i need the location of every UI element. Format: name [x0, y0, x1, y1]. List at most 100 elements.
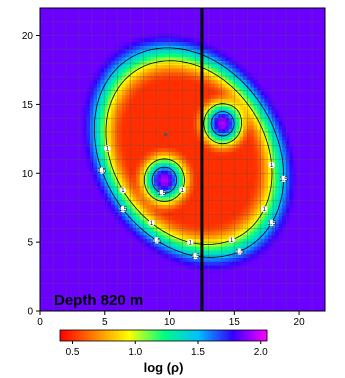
heatmap-cell [132, 242, 137, 248]
heatmap-cell [61, 140, 66, 145]
heatmap-cell [289, 132, 294, 138]
heatmap-cell [225, 19, 230, 24]
heatmap-cell [47, 159, 52, 164]
heatmap-cell [161, 30, 166, 35]
heatmap-cell [250, 159, 255, 164]
heatmap-cell [139, 235, 144, 240]
heatmap-cell [218, 204, 223, 210]
heatmap-cell [72, 68, 77, 73]
heatmap-cell [47, 186, 52, 191]
heatmap-cell [303, 125, 308, 130]
heatmap-cell [161, 49, 166, 54]
heatmap-cell [86, 98, 91, 104]
heatmap-cell [104, 242, 109, 248]
heatmap-cell [250, 117, 255, 123]
heatmap-cell [189, 53, 194, 58]
heatmap-cell [146, 163, 151, 168]
heatmap-cell [307, 42, 312, 47]
heatmap-cell [203, 8, 208, 13]
heatmap-cell [207, 76, 212, 81]
heatmap-cell [218, 148, 223, 153]
heatmap-cell [118, 30, 123, 35]
heatmap-cell [196, 114, 201, 119]
heatmap-cell [221, 34, 226, 39]
heatmap-cell [189, 98, 194, 104]
heatmap-cell [193, 26, 198, 32]
heatmap-cell [168, 15, 173, 20]
heatmap-cell [111, 87, 116, 92]
heatmap-cell [157, 223, 162, 229]
heatmap-cell [161, 182, 166, 187]
heatmap-cell [225, 178, 230, 183]
heatmap-cell [50, 239, 55, 244]
heatmap-cell [154, 76, 158, 81]
heatmap-cell [86, 91, 91, 96]
heatmap-cell [125, 76, 130, 81]
heatmap-cell [97, 129, 101, 134]
heatmap-cell [196, 64, 201, 69]
heatmap-cell [268, 30, 272, 35]
heatmap-cell [54, 42, 59, 47]
heatmap-cell [82, 227, 87, 232]
heatmap-cell [253, 189, 258, 194]
heatmap-cell [303, 102, 308, 107]
heatmap-cell [257, 148, 262, 153]
heatmap-cell [257, 34, 262, 39]
heatmap-cell [111, 15, 116, 20]
heatmap-cell [171, 170, 176, 176]
heatmap-cell [193, 155, 198, 160]
heatmap-cell [292, 144, 297, 149]
heatmap-cell [292, 170, 297, 176]
heatmap-cell [150, 125, 155, 130]
heatmap-cell [132, 140, 137, 145]
heatmap-cell [100, 239, 105, 244]
heatmap-cell [178, 136, 183, 141]
heatmap-cell [150, 42, 155, 47]
heatmap-cell [40, 15, 44, 20]
heatmap-cell [278, 42, 283, 47]
heatmap-cell [296, 42, 301, 47]
heatmap-cell [146, 223, 151, 229]
heatmap-cell [207, 189, 212, 194]
heatmap-cell [307, 129, 312, 134]
heatmap-cell [257, 186, 262, 191]
heatmap-cell [143, 136, 148, 141]
heatmap-cell [164, 216, 169, 221]
heatmap-cell [278, 98, 283, 104]
heatmap-cell [64, 174, 69, 179]
heatmap-cell [278, 34, 283, 39]
heatmap-cell [161, 68, 166, 73]
heatmap-cell [207, 193, 212, 198]
heatmap-cell [86, 216, 91, 221]
heatmap-cell [97, 208, 101, 213]
heatmap-cell [203, 239, 208, 244]
heatmap-cell [189, 68, 194, 73]
heatmap-cell [129, 34, 134, 39]
heatmap-cell [307, 167, 312, 172]
heatmap-cell [285, 227, 290, 232]
heatmap-cell [150, 151, 155, 157]
heatmap-cell [296, 79, 301, 85]
heatmap-cell [264, 216, 269, 221]
heatmap-cell [164, 72, 169, 77]
heatmap-cell [57, 49, 62, 54]
heatmap-cell [114, 193, 119, 198]
heatmap-cell [139, 23, 144, 28]
heatmap-cell [225, 64, 230, 69]
heatmap-cell [82, 140, 87, 145]
heatmap-cell [257, 110, 262, 115]
heatmap-cell [146, 208, 151, 213]
heatmap-cell [64, 106, 69, 111]
heatmap-cell [321, 148, 325, 153]
heatmap-cell [225, 204, 230, 210]
heatmap-cell [289, 68, 294, 73]
heatmap-cell [118, 136, 123, 141]
heatmap-cell [157, 242, 162, 248]
heatmap-cell [57, 151, 62, 157]
heatmap-cell [186, 53, 191, 58]
heatmap-cell [61, 227, 66, 232]
heatmap-cell [164, 15, 169, 20]
heatmap-cell [321, 83, 325, 88]
heatmap-cell [143, 155, 148, 160]
heatmap-cell [146, 132, 151, 138]
